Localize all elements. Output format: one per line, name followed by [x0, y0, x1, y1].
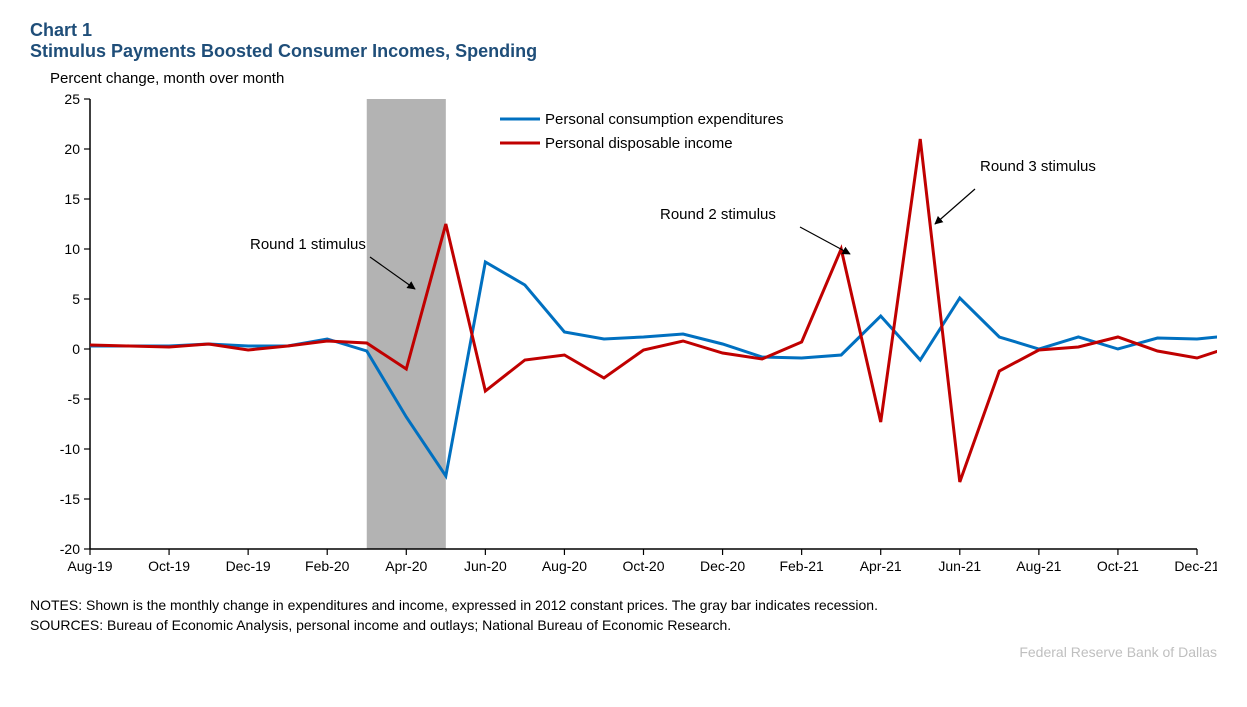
y-axis-title: Percent change, month over month	[50, 70, 1217, 87]
x-tick-label: Aug-21	[1016, 558, 1061, 574]
chart-title: Stimulus Payments Boosted Consumer Incom…	[30, 41, 1217, 62]
x-tick-label: Apr-21	[860, 558, 902, 574]
y-tick-label: -20	[60, 541, 80, 557]
legend-label: Personal disposable income	[545, 135, 733, 152]
y-tick-label: 15	[64, 191, 80, 207]
chart-header: Chart 1 Stimulus Payments Boosted Consum…	[30, 20, 1217, 62]
x-tick-label: Oct-21	[1097, 558, 1139, 574]
annotation-arrow	[935, 189, 975, 224]
y-tick-label: 0	[72, 341, 80, 357]
chart-svg: -20 -15 -10 -5 0 5 10 15 20 25 Aug-19 Oct-19 Dec-19 F…	[30, 89, 1217, 589]
annotation-label: Round 1 stimulus	[250, 236, 366, 253]
y-tick-label: -10	[60, 441, 80, 457]
series-line-1	[90, 139, 1217, 482]
x-tick-label: Aug-19	[67, 558, 112, 574]
x-tick-label: Jun-20	[464, 558, 507, 574]
attribution: Federal Reserve Bank of Dallas	[30, 644, 1217, 660]
x-tick-label: Apr-20	[385, 558, 427, 574]
legend-label: Personal consumption expenditures	[545, 111, 783, 128]
x-tick-label: Dec-20	[700, 558, 745, 574]
y-tick-label: -15	[60, 491, 80, 507]
x-tick-label: Oct-20	[622, 558, 664, 574]
y-tick-label: 20	[64, 141, 80, 157]
chart-number: Chart 1	[30, 20, 1217, 41]
x-tick-label: Feb-20	[305, 558, 350, 574]
x-tick-label: Oct-19	[148, 558, 190, 574]
x-tick-label: Jun-21	[938, 558, 981, 574]
chart-plot: -20 -15 -10 -5 0 5 10 15 20 25 Aug-19 Oct-19 Dec-19 F…	[30, 89, 1217, 589]
x-tick-label: Feb-21	[779, 558, 824, 574]
recession-band	[367, 99, 446, 549]
annotation-label: Round 2 stimulus	[660, 206, 776, 223]
x-tick-label: Aug-20	[542, 558, 587, 574]
notes-line: NOTES: Shown is the monthly change in ex…	[30, 595, 1217, 615]
y-tick-label: 25	[64, 91, 80, 107]
x-tick-label: Dec-21	[1174, 558, 1217, 574]
chart-notes: NOTES: Shown is the monthly change in ex…	[30, 595, 1217, 636]
annotation-label: Round 3 stimulus	[980, 158, 1096, 175]
sources-line: SOURCES: Bureau of Economic Analysis, pe…	[30, 615, 1217, 635]
series-line-0	[90, 262, 1217, 476]
annotation-arrow	[800, 227, 850, 254]
x-tick-label: Dec-19	[226, 558, 271, 574]
y-tick-label: 5	[72, 291, 80, 307]
y-tick-label: -5	[68, 391, 81, 407]
y-tick-label: 10	[64, 241, 80, 257]
